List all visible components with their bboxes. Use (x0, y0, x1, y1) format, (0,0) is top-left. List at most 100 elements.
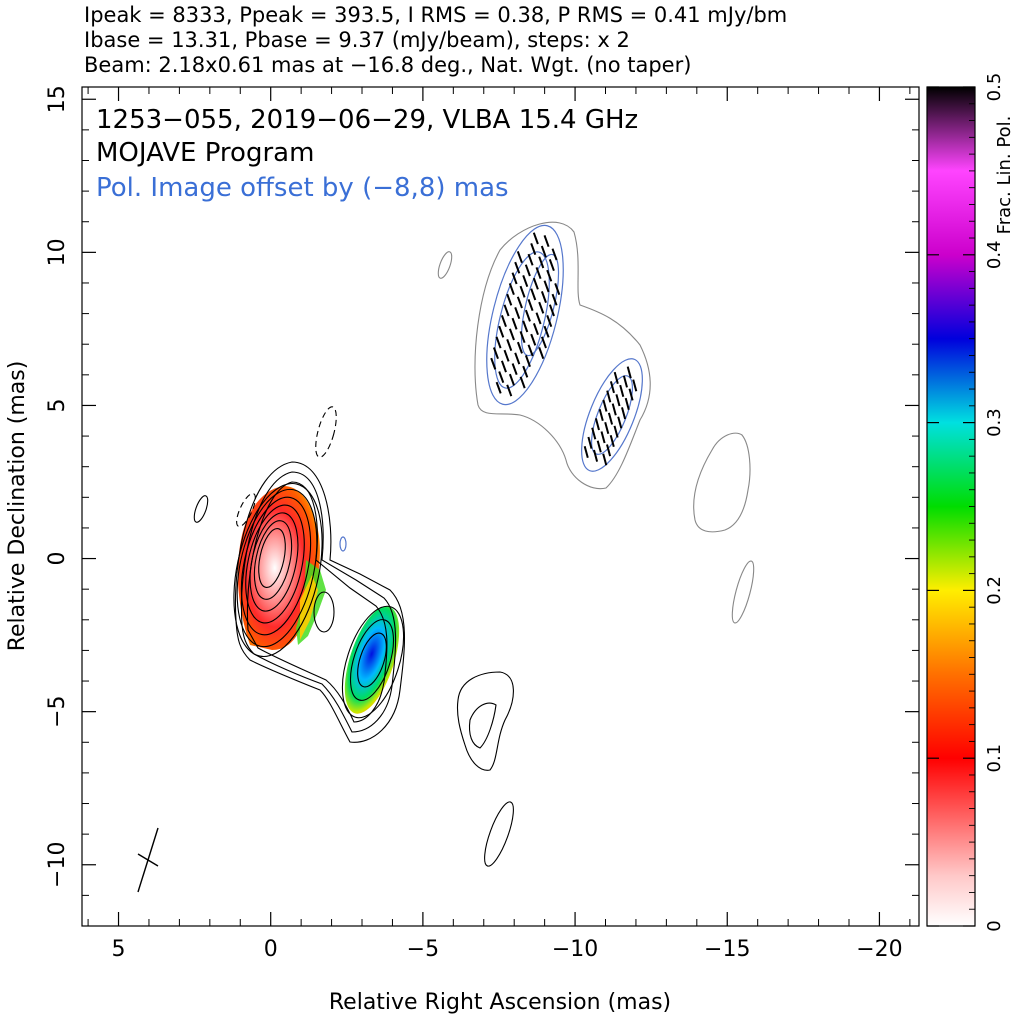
evpa-tick (583, 446, 589, 459)
evpa-tick (498, 371, 505, 384)
program-annotation: MOJAVE Program (96, 138, 314, 168)
evpa-tick (613, 371, 619, 384)
evpa-tick (543, 280, 550, 293)
evpa-tick (604, 421, 610, 435)
evpa-tick (540, 245, 547, 258)
evpa-tick (516, 251, 523, 264)
evpa-tick (619, 384, 625, 397)
evpa-tick (554, 283, 561, 296)
evpa-tick (511, 363, 518, 376)
colorbar-tick-label: 0.5 (984, 73, 1005, 102)
y-tick-label: 15 (45, 85, 70, 113)
evpa-tick (538, 301, 545, 314)
header-line-1: Ipeak = 8333, Ppeak = 393.5, I RMS = 0.3… (84, 3, 787, 27)
x-tick-label: 0 (264, 937, 278, 962)
evpa-tick (522, 275, 529, 288)
knot-pol-fill (344, 606, 400, 714)
evpa-tick (543, 235, 550, 248)
restoring-beam (137, 827, 159, 893)
evpa-tick (546, 269, 553, 282)
y-tick-label: 0 (45, 552, 70, 566)
y-tick-label: −5 (45, 695, 70, 727)
evpa-tick (516, 341, 523, 354)
map-area (137, 221, 755, 893)
evpa-tick (490, 357, 497, 370)
evpa-tick (598, 408, 604, 422)
evpa-tick (514, 307, 521, 320)
evpa-tick (506, 293, 513, 306)
x-axis-label: Relative Right Ascension (mas) (329, 990, 671, 1015)
evpa-tick (527, 253, 534, 266)
colorbar-ticks: 0 0.1 0.2 0.3 0.4 0.5 (927, 73, 1005, 932)
evpa-tick (591, 427, 597, 440)
evpa-tick (617, 416, 623, 429)
evpa-tick (503, 349, 510, 362)
offset-intensity-contours (437, 221, 755, 624)
evpa-tick (524, 309, 531, 322)
y-tick-label: 5 (45, 398, 70, 412)
evpa-tick (551, 293, 558, 306)
evpa-tick (593, 449, 599, 462)
evpa-tick (543, 325, 550, 338)
evpa-tick (524, 355, 531, 368)
evpa-tick (532, 277, 539, 290)
evpa-tick (530, 243, 537, 256)
core-pol-fill (237, 486, 320, 650)
evpa-tick (516, 296, 523, 309)
colorbar (926, 86, 976, 927)
evpa-tick (532, 232, 539, 245)
evpa-tick (530, 288, 537, 301)
y-axis-label: Relative Declination (mas) (5, 361, 30, 652)
evpa-tick (508, 328, 515, 341)
evpa-tick (495, 381, 502, 394)
evpa-tick (621, 407, 627, 420)
evpa-tick (606, 390, 612, 403)
evpa-tick (519, 285, 526, 298)
evpa-tick (506, 339, 513, 352)
evpa-tick (602, 453, 608, 466)
evpa-tick (514, 261, 521, 274)
evpa-tick (626, 366, 632, 379)
y-axis: −10 −5 0 5 10 15 (45, 85, 919, 927)
evpa-tick (500, 360, 507, 373)
evpa-tick (628, 388, 634, 401)
evpa-tick (519, 376, 526, 389)
evpa-vectors (490, 232, 638, 466)
evpa-tick (540, 291, 547, 304)
header-line-2: Ibase = 13.31, Pbase = 9.37 (mJy/beam), … (84, 28, 630, 52)
evpa-tick (609, 434, 615, 448)
evpa-tick (495, 336, 502, 349)
evpa-tick (600, 431, 606, 444)
source-annotation: 1253−055, 2019−06−29, VLBA 15.4 GHz (96, 105, 638, 135)
evpa-tick (535, 312, 542, 325)
evpa-tick (538, 347, 545, 360)
evpa-tick (527, 299, 534, 312)
core-contours (193, 461, 514, 867)
y-tick-label: 10 (45, 238, 70, 266)
evpa-tick (535, 267, 542, 280)
evpa-tick (607, 412, 614, 425)
evpa-tick (527, 344, 534, 357)
evpa-tick (622, 375, 628, 388)
colorbar-tick-label: 0.3 (984, 408, 1005, 437)
evpa-tick (546, 315, 553, 328)
evpa-tick (508, 373, 515, 386)
evpa-tick (511, 272, 518, 285)
evpa-tick (514, 352, 521, 365)
evpa-tick (548, 304, 555, 317)
x-axis: 5 0 −5 −10 −15 −20 (87, 87, 911, 962)
header-line-3: Beam: 2.18x0.61 mas at −16.8 deg., Nat. … (84, 53, 691, 77)
evpa-tick (551, 248, 558, 261)
evpa-tick (522, 320, 529, 333)
x-tick-label: −20 (856, 937, 902, 962)
colorbar-tick-label: 0.1 (984, 744, 1005, 773)
x-tick-label: −5 (407, 937, 439, 962)
evpa-tick (540, 336, 547, 349)
colorbar-tick-label: 0.2 (984, 576, 1005, 605)
colorbar-tick-label: 0.4 (984, 240, 1005, 269)
evpa-tick (615, 394, 621, 407)
evpa-tick (506, 384, 513, 397)
y-tick-label: −10 (45, 842, 70, 888)
